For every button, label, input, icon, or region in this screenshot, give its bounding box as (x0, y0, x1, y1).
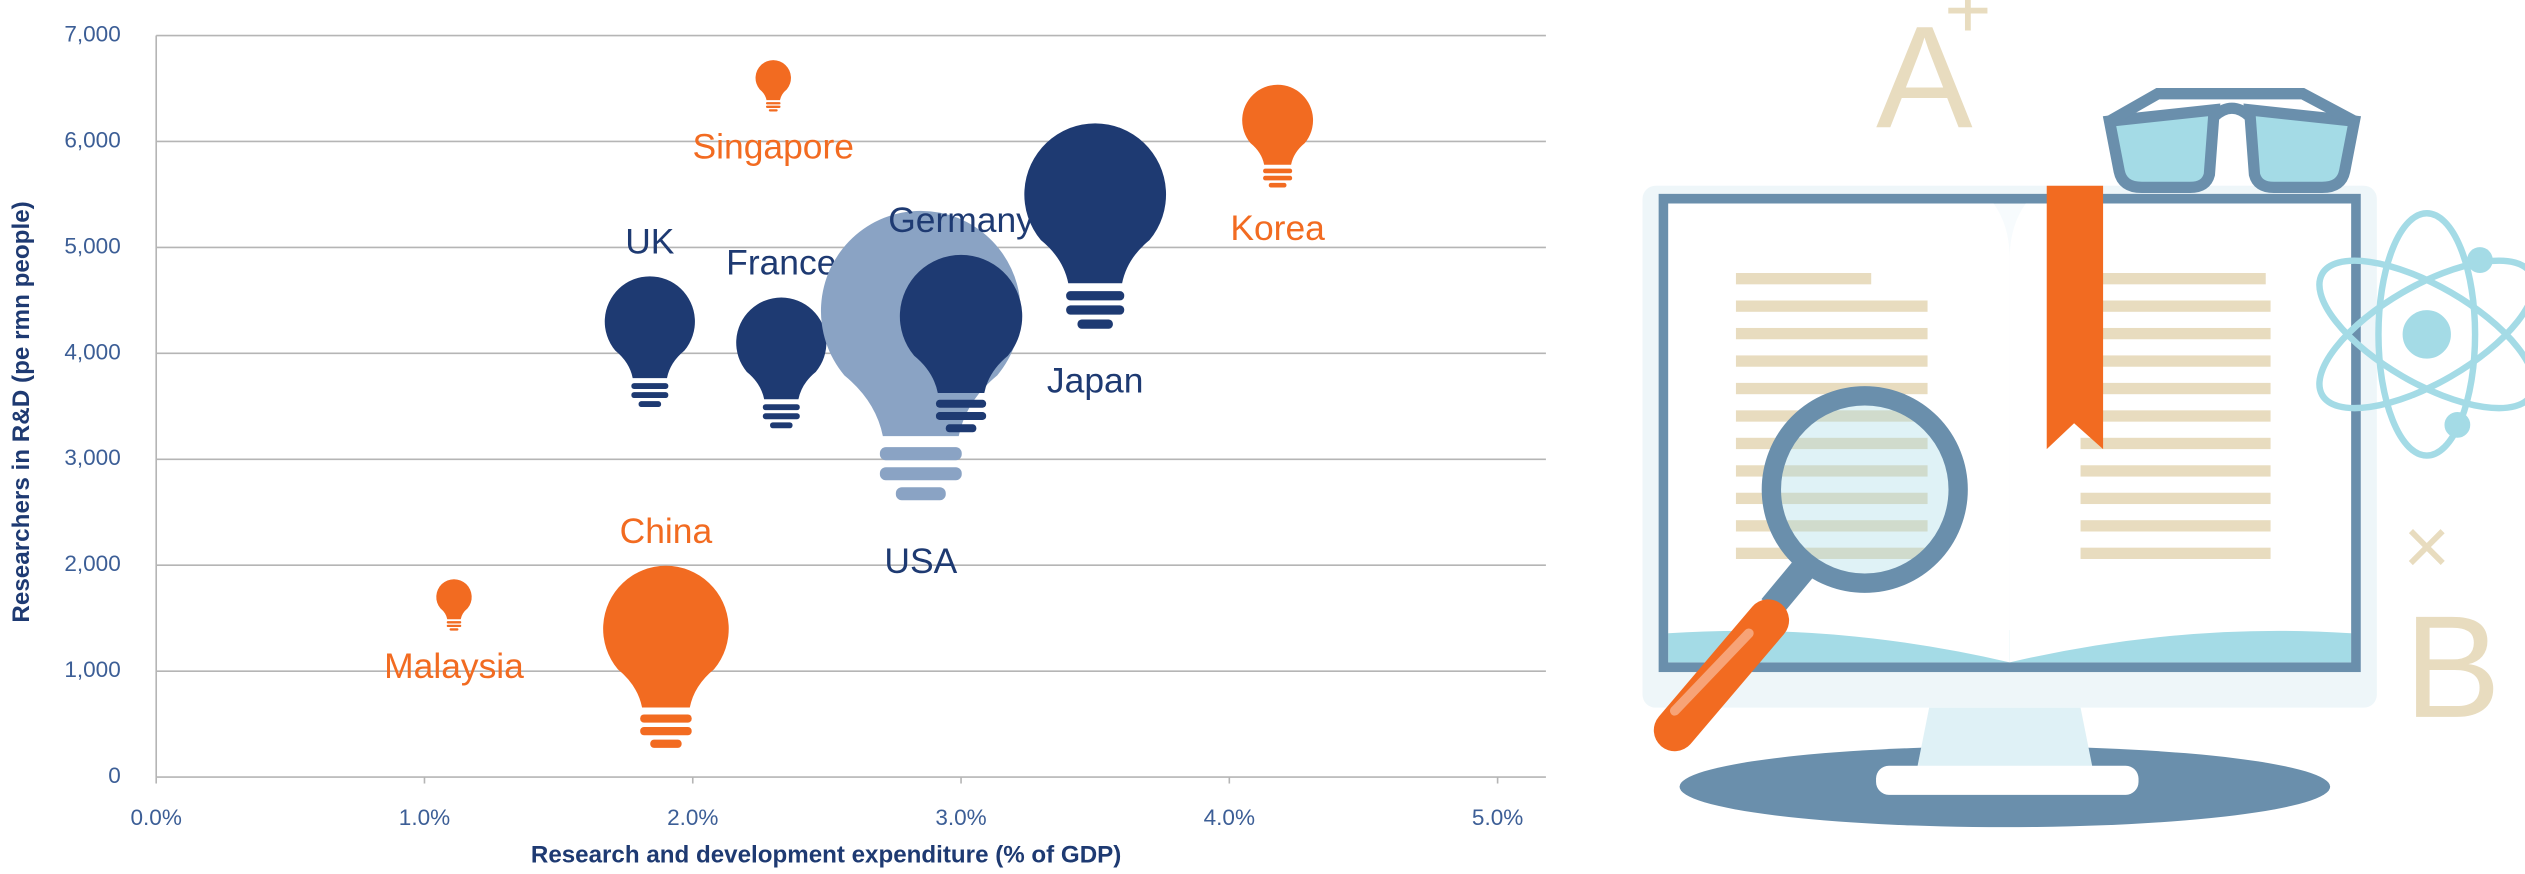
magnifier-handle (1653, 599, 1790, 752)
bulb-base (1066, 305, 1125, 315)
y-tick-label: 5,000 (64, 233, 120, 258)
x-tick-label: 2.0% (667, 805, 718, 830)
bulb-base (638, 401, 662, 408)
bulb (603, 565, 729, 748)
y-tick-label: 7,000 (64, 21, 120, 46)
illustration: A + × B (1642, 0, 2525, 828)
bulb-base (770, 422, 793, 429)
bulb-base (768, 109, 778, 112)
x-tick-label: 4.0% (1204, 805, 1255, 830)
monitor-base (1876, 765, 2139, 795)
point-label: Japan (1047, 360, 1143, 400)
y-tick-label: 4,000 (64, 339, 120, 364)
bulb (1242, 84, 1314, 188)
bulb-base (935, 399, 987, 408)
bulb (436, 579, 472, 631)
chart: Research and development expenditure (% … (8, 21, 1546, 869)
bulb-base (640, 714, 692, 723)
bulb-base (640, 727, 692, 736)
bulb (736, 297, 827, 429)
point-label: China (620, 511, 713, 551)
bulb-base (1263, 175, 1293, 181)
magnifier-neck (1761, 560, 1814, 616)
point-label: Singapore (693, 127, 854, 167)
bulb-base (446, 624, 462, 628)
bookmark (2046, 185, 2104, 450)
bulb-head (603, 565, 729, 708)
x-tick-label: 5.0% (1472, 805, 1523, 830)
letter-b: B (2404, 586, 2501, 748)
y-tick-label: 3,000 (64, 445, 120, 470)
bulb-base (765, 102, 781, 105)
bulb-base (895, 487, 946, 501)
y-tick-label: 6,000 (64, 127, 120, 152)
glasses (2102, 88, 2362, 194)
point-label: Malaysia (384, 646, 524, 686)
bulb-head (899, 254, 1023, 393)
bulb (604, 276, 695, 408)
bulb-base (631, 383, 669, 389)
magnifier-highlight (1669, 628, 1754, 716)
atom (2316, 210, 2525, 459)
point-label: Korea (1230, 208, 1325, 248)
y-axis-title: Researchers in R&D (pe rmn people) (8, 201, 35, 622)
bulb-base (1263, 168, 1293, 174)
bulb-head (1024, 123, 1167, 284)
bulb (755, 60, 791, 112)
bulb-head (1242, 84, 1314, 165)
bulb-base (446, 621, 462, 624)
bulb (1024, 123, 1167, 329)
monitor-neck (1916, 707, 2094, 773)
y-tick-label: 0 (108, 763, 121, 788)
y-tick-label: 2,000 (64, 551, 120, 576)
bulb (899, 254, 1023, 433)
bulb-base (879, 447, 962, 461)
bulb-base (449, 628, 459, 631)
bulb-base (762, 413, 800, 420)
letter-times: × (2403, 502, 2450, 592)
bulb-head (736, 297, 827, 400)
text-lines (1735, 273, 2271, 559)
bulb-base (945, 424, 977, 433)
letter-a: A (1876, 0, 1973, 158)
point-label: France (726, 243, 836, 283)
bulb-base (762, 404, 800, 411)
point-label: Germany (888, 200, 1034, 240)
x-tick-label: 3.0% (935, 805, 986, 830)
page-left (1668, 203, 2010, 663)
x-axis-title: Research and development expenditure (% … (531, 842, 1121, 869)
bulb-base (1077, 319, 1113, 329)
bulb-base (765, 105, 781, 108)
bulb-base (650, 739, 682, 748)
bulb-head (604, 276, 695, 379)
y-tick-label: 1,000 (64, 657, 120, 682)
point-label: USA (884, 541, 957, 581)
point-label: UK (625, 221, 675, 261)
bulb-base (935, 412, 987, 421)
x-tick-label: 1.0% (399, 805, 450, 830)
bulb-base (1066, 291, 1125, 301)
bulb-base (1268, 182, 1287, 188)
bulb-head (436, 579, 472, 620)
bulb-base (879, 467, 962, 481)
magnifier-lens (1761, 386, 1968, 593)
bulb-head (755, 60, 791, 101)
bulb-base (631, 392, 669, 399)
x-tick-label: 0.0% (131, 805, 182, 830)
letter-plus: + (1944, 0, 1991, 56)
